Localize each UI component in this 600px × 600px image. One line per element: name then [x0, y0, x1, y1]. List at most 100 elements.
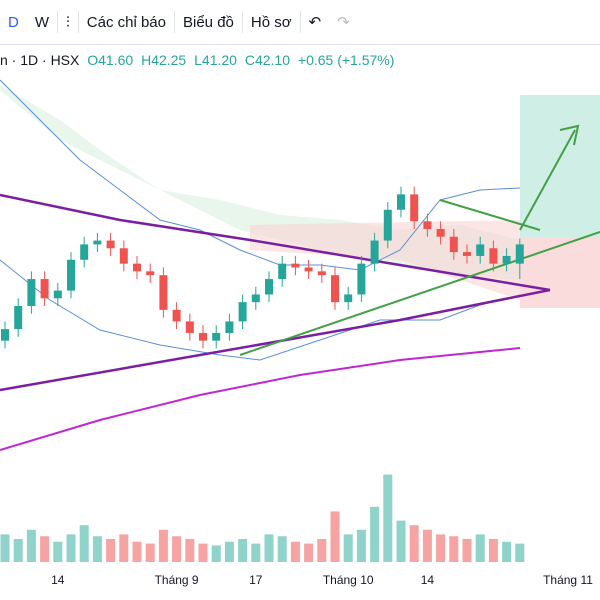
close: C42.10: [244, 52, 290, 68]
candle-body: [370, 240, 379, 264]
volume-bar: [238, 539, 248, 562]
x-tick-label: Tháng 10: [323, 573, 374, 587]
volume-bar: [436, 534, 446, 562]
separator: [77, 11, 79, 33]
volume-bar: [317, 539, 327, 562]
candle-body: [27, 279, 36, 306]
candle-body: [185, 321, 194, 333]
candle-body: [119, 248, 128, 264]
legend: n · 1D · HSX O41.60 H42.25 L41.20 C42.10…: [0, 52, 394, 68]
candle-body: [476, 244, 485, 256]
candle-body: [410, 194, 419, 222]
candle-body: [146, 271, 155, 276]
candle-body: [502, 255, 511, 264]
candle-body: [357, 263, 366, 295]
candle-body: [436, 229, 445, 237]
candle-body: [278, 263, 287, 280]
open: O41.60: [87, 52, 134, 68]
volume-bar: [40, 536, 50, 562]
volume-bar: [330, 511, 340, 562]
candle-body: [515, 244, 524, 264]
volume-bar: [132, 541, 142, 562]
volume-bar: [449, 536, 459, 562]
chart-type-button[interactable]: Biểu đồ: [183, 13, 234, 31]
volume-bar: [106, 539, 116, 562]
candle-body: [238, 302, 247, 322]
volume-bar: [145, 543, 155, 562]
candle-body: [14, 306, 23, 330]
volume-bar: [92, 536, 102, 562]
candle-body: [67, 259, 75, 291]
candle-body: [291, 263, 300, 268]
volume-bar: [172, 536, 182, 562]
interval-w[interactable]: W: [34, 13, 50, 31]
candle-body: [1, 329, 9, 341]
volume-bar: [383, 474, 393, 562]
redo-button[interactable]: ↷: [337, 14, 350, 31]
candle-body: [265, 279, 273, 295]
toolbar: D W ⫶ Các chỉ báo Biểu đồ Hồ sơ ↶ ↷: [0, 0, 600, 45]
volume-bar: [370, 506, 380, 562]
x-tick-label: Tháng 11: [543, 573, 593, 587]
x-tick-label: Tháng 9: [155, 573, 199, 587]
candle-body: [53, 290, 62, 299]
volume-bar: [264, 534, 274, 562]
volume-bar: [422, 529, 432, 562]
separator: [241, 11, 243, 33]
volume-bar: [198, 543, 208, 562]
candle-body: [463, 252, 471, 256]
volume-bar: [462, 539, 472, 562]
volume-bar: [13, 539, 23, 562]
chart-style-icon[interactable]: ⫶: [66, 13, 70, 31]
candle-body: [80, 244, 89, 260]
candle-body: [172, 309, 181, 322]
low: L41.20: [194, 52, 237, 68]
volume-bar: [26, 529, 36, 562]
volume-bar: [343, 534, 353, 562]
change: +0.65 (+1.57%): [297, 52, 395, 68]
candle-body: [489, 248, 498, 264]
volume-bar: [79, 525, 89, 562]
x-tick-label: 17: [249, 573, 263, 587]
candle-body: [159, 275, 168, 310]
volume-bar: [290, 541, 300, 562]
candle-body: [225, 321, 234, 333]
candle-body: [93, 240, 102, 245]
candle-body: [383, 209, 392, 241]
volume-bar: [211, 545, 221, 562]
indicators: [0, 79, 600, 451]
x-tick-label: 14: [421, 573, 435, 587]
interval-d[interactable]: D: [8, 13, 19, 31]
indicators-button[interactable]: Các chỉ báo: [86, 13, 166, 31]
volume-bar: [224, 541, 234, 562]
x-tick-label: 14: [51, 573, 65, 587]
volume-bar: [53, 541, 63, 562]
candle-body: [423, 221, 432, 229]
undo-button[interactable]: ↶: [308, 14, 322, 31]
candle-body: [212, 332, 221, 341]
volume-bar: [356, 529, 366, 562]
volume-bar: [475, 534, 485, 562]
candle-body: [331, 275, 339, 303]
candle-body: [40, 279, 49, 299]
candle-body: [449, 236, 458, 253]
candle-body: [344, 294, 353, 303]
volume-bar: [396, 520, 406, 562]
candle-body: [397, 194, 405, 210]
symbol: n · 1D · HSX: [0, 52, 80, 68]
candle-body: [133, 263, 141, 272]
volume-bar: [488, 539, 498, 562]
volume-bar: [158, 529, 168, 562]
profile-button[interactable]: Hồ sơ: [250, 13, 292, 31]
separator: [174, 11, 175, 33]
high: H42.25: [141, 52, 187, 68]
candle-body: [317, 271, 326, 276]
volume-bar: [277, 536, 287, 562]
candle-body: [106, 240, 115, 249]
candle-body: [251, 294, 260, 303]
volume-bar: [502, 541, 512, 562]
volume-bar: [304, 543, 314, 562]
volume-bar: [251, 543, 261, 562]
